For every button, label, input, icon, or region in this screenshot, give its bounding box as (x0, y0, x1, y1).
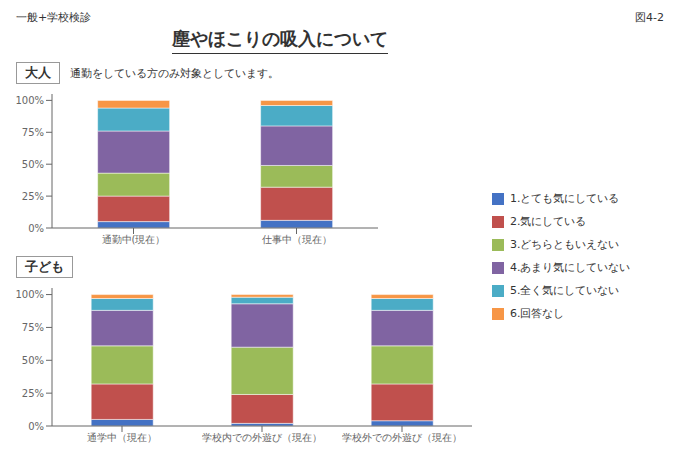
svg-text:0%: 0% (28, 223, 44, 234)
svg-text:75%: 75% (22, 322, 44, 333)
html-text:2.気にしている: 2.気にしている (510, 215, 587, 228)
svg-text:0%: 0% (28, 421, 44, 432)
html-text:4.あまり気にしていない: 4.あまり気にしていない (510, 261, 631, 274)
svg-text:75%: 75% (22, 127, 44, 138)
svg-text:50%: 50% (22, 355, 44, 366)
svg-text:学校外での外遊び（現在）: 学校外での外遊び（現在） (342, 432, 462, 443)
svg-text:25%: 25% (22, 388, 44, 399)
html-text:塵やほこりの吸入について: 塵やほこりの吸入について (172, 28, 388, 49)
svg-text:仕事中（現在）: 仕事中（現在） (262, 234, 332, 245)
svg-text:25%: 25% (22, 191, 44, 202)
html-text:6.回答なし: 6.回答なし (510, 307, 565, 320)
html-text:通勤をしている方のみ対象としています。: 通勤をしている方のみ対象としています。 (70, 66, 279, 80)
svg-text:学校内での外遊び（現在）: 学校内での外遊び（現在） (202, 432, 322, 443)
svg-text:100%: 100% (15, 289, 44, 300)
svg-text:通学中（現在）: 通学中（現在） (87, 432, 157, 443)
html-text:図4-2: 図4-2 (635, 11, 664, 24)
svg-text:50%: 50% (22, 159, 44, 170)
html-text:子ども: 子ども (25, 259, 64, 274)
html-text:3.どちらともいえない: 3.どちらともいえない (510, 238, 620, 251)
html-text:一般+学校検診: 一般+学校検診 (16, 11, 92, 24)
svg-text:通勤中(現在）: 通勤中(現在） (102, 234, 166, 245)
html-text:大人: 大人 (25, 65, 51, 80)
html-text:5.全く気にしていない: 5.全く気にしていない (510, 284, 620, 297)
svg-text:100%: 100% (15, 95, 44, 106)
html-text:1.とても気にしている: 1.とても気にしている (510, 192, 620, 205)
